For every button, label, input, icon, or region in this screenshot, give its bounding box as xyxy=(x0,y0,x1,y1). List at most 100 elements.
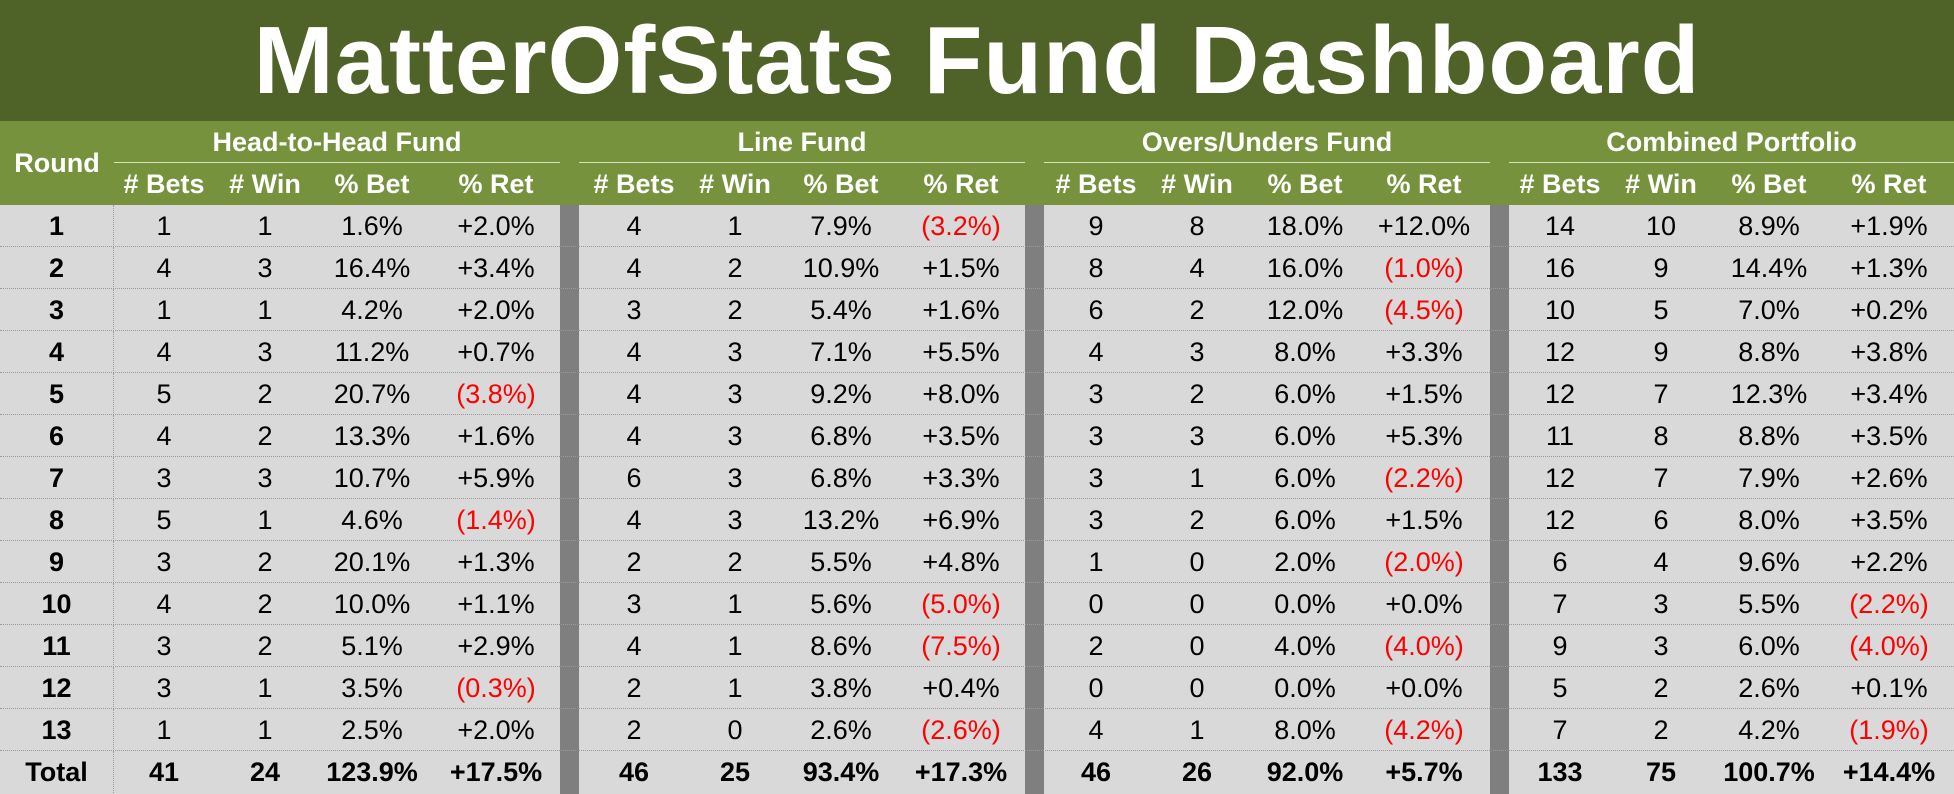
value-cell: 8.0% xyxy=(1274,337,1336,367)
value-cell: +1.5% xyxy=(922,253,1000,283)
value-cell: 3 xyxy=(727,463,743,493)
value-cell: +2.0% xyxy=(457,715,535,745)
value-cell: 9.6% xyxy=(1738,547,1800,577)
column-header: % Ret xyxy=(923,169,999,199)
value-cell: 1 xyxy=(257,295,273,325)
value-cell: 8.0% xyxy=(1738,505,1800,535)
value-cell: 1 xyxy=(156,295,172,325)
table-row: 6 4 2 13.3% +1.6% 4 3 6.8% +3.5% 3 3 6.0% +5.3% 11 8 8.… xyxy=(0,415,1954,457)
value-cell: +0.7% xyxy=(457,337,535,367)
table-row: 5 5 2 20.7% (3.8%) 4 3 9.2% +8.0% 3 2 6.0% +1.5% 12 7 1… xyxy=(0,373,1954,415)
value-cell: 0.0% xyxy=(1274,673,1336,703)
value-cell: 4 xyxy=(156,421,172,451)
value-cell: 2 xyxy=(257,421,273,451)
value-cell: +17.3% xyxy=(914,757,1008,787)
value-cell: 20.1% xyxy=(333,547,411,577)
value-cell: +0.4% xyxy=(922,673,1000,703)
table-row: 8 5 1 4.6% (1.4%) 4 3 13.2% +6.9% 3 2 6.0% +1.5% 12 6 8… xyxy=(0,499,1954,541)
column-header: # Bets xyxy=(1055,169,1137,199)
value-cell: 7 xyxy=(1653,379,1669,409)
value-cell: 26 xyxy=(1181,757,1213,787)
value-cell: 13.3% xyxy=(333,421,411,451)
value-cell: (4.0%) xyxy=(1384,631,1464,661)
value-cell: 1 xyxy=(1088,547,1104,577)
value-cell: 7.9% xyxy=(1738,463,1800,493)
value-cell: 0 xyxy=(727,715,743,745)
value-cell: 4 xyxy=(1088,715,1104,745)
group-separator xyxy=(1025,205,1044,794)
value-cell: 12.3% xyxy=(1730,379,1808,409)
value-cell: 6 xyxy=(626,463,642,493)
value-cell: 4.0% xyxy=(1274,631,1336,661)
value-cell: 2 xyxy=(727,253,743,283)
value-cell: 1.6% xyxy=(341,211,403,241)
value-cell: 8.8% xyxy=(1738,421,1800,451)
value-cell: 3 xyxy=(1189,337,1205,367)
table-row: 4 4 3 11.2% +0.7% 4 3 7.1% +5.5% 4 3 8.0% +3.3% 12 9 8.… xyxy=(0,331,1954,373)
total-row: Total 41 24 123.9% +17.5% 46 25 93.4% +17.3% 46 26… xyxy=(0,751,1954,793)
value-cell: 4 xyxy=(156,589,172,619)
value-cell: 8.6% xyxy=(810,631,872,661)
value-cell: 75 xyxy=(1645,757,1677,787)
value-cell: 1 xyxy=(257,715,273,745)
value-cell: 5.5% xyxy=(1738,589,1800,619)
value-cell: 3 xyxy=(727,505,743,535)
value-cell: 14 xyxy=(1544,211,1576,241)
table-row: 7 3 3 10.7% +5.9% 6 3 6.8% +3.3% 3 1 6.0% (2.2%) 12 7 7… xyxy=(0,457,1954,499)
value-cell: +2.6% xyxy=(1850,463,1928,493)
value-cell: 12 xyxy=(1544,337,1576,367)
table-row: 13 1 1 2.5% +2.0% 2 0 2.6% (2.6%) 4 1 8.0% (4.2%) 7 2 4… xyxy=(0,709,1954,751)
value-cell: 12 xyxy=(1544,379,1576,409)
value-cell: 2 xyxy=(1189,295,1205,325)
value-cell: 4.6% xyxy=(341,505,403,535)
value-cell: 8.8% xyxy=(1738,337,1800,367)
value-cell: +0.1% xyxy=(1850,673,1928,703)
value-cell: +3.4% xyxy=(457,253,535,283)
group-header-2: Overs/Unders Fund xyxy=(1044,121,1490,205)
value-cell: 1 xyxy=(257,505,273,535)
value-cell: +0.0% xyxy=(1385,589,1463,619)
round-cell: 8 xyxy=(0,499,114,541)
group-header-3: Combined Portfolio xyxy=(1509,121,1954,205)
value-cell: 16 xyxy=(1544,253,1576,283)
value-cell: 7 xyxy=(1653,463,1669,493)
value-cell: 5.5% xyxy=(810,547,872,577)
value-cell: 7.1% xyxy=(810,337,872,367)
value-cell: 0 xyxy=(1189,631,1205,661)
value-cell: +8.0% xyxy=(922,379,1000,409)
column-header: % Ret xyxy=(458,169,534,199)
value-cell: 3 xyxy=(156,547,172,577)
value-cell: 6.8% xyxy=(810,463,872,493)
value-cell: 2.5% xyxy=(341,715,403,745)
group-separator xyxy=(1490,205,1509,794)
round-cell: 5 xyxy=(0,373,114,415)
table-row: 3 1 1 4.2% +2.0% 3 2 5.4% +1.6% 6 2 12.0% (4.5%) 10 5 7… xyxy=(0,289,1954,331)
value-cell: +1.6% xyxy=(922,295,1000,325)
round-cell: 1 xyxy=(0,205,114,247)
column-header: % Bet xyxy=(803,169,879,199)
value-cell: +3.3% xyxy=(922,463,1000,493)
value-cell: 2 xyxy=(257,631,273,661)
group-underline xyxy=(1509,162,1954,163)
value-cell: 2 xyxy=(626,673,642,703)
value-cell: 6 xyxy=(1552,547,1568,577)
table-row: 9 3 2 20.1% +1.3% 2 2 5.5% +4.8% 1 0 2.0% (2.0%) 6 4 9.… xyxy=(0,541,1954,583)
group-underline xyxy=(114,162,560,163)
value-cell: (2.2%) xyxy=(1849,589,1929,619)
dashboard-title: MatterOfStats Fund Dashboard xyxy=(0,0,1954,121)
column-header: # Win xyxy=(1161,169,1233,199)
value-cell: +17.5% xyxy=(449,757,543,787)
value-cell: 13.2% xyxy=(802,505,880,535)
value-cell: 9.2% xyxy=(810,379,872,409)
column-header: # Win xyxy=(1625,169,1697,199)
table-row: 11 3 2 5.1% +2.9% 4 1 8.6% (7.5%) 2 0 4.0% (4.0%) 9 3 6… xyxy=(0,625,1954,667)
value-cell: +3.4% xyxy=(1850,379,1928,409)
value-cell: 2 xyxy=(626,547,642,577)
value-cell: 2.6% xyxy=(1738,673,1800,703)
value-cell: +3.5% xyxy=(922,421,1000,451)
value-cell: +2.0% xyxy=(457,295,535,325)
value-cell: 6.0% xyxy=(1274,463,1336,493)
value-cell: 100.7% xyxy=(1723,757,1815,787)
value-cell: 2 xyxy=(1189,379,1205,409)
value-cell: 12.0% xyxy=(1266,295,1344,325)
